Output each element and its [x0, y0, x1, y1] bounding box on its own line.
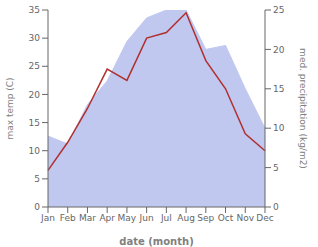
svg-text:30: 30: [29, 33, 41, 43]
svg-text:May: May: [118, 213, 137, 223]
svg-text:Feb: Feb: [60, 213, 76, 223]
svg-text:Jul: Jul: [160, 213, 172, 223]
svg-text:15: 15: [29, 118, 40, 128]
svg-text:20: 20: [29, 90, 41, 100]
svg-text:Apr: Apr: [99, 213, 115, 223]
svg-text:Nov: Nov: [236, 213, 254, 223]
svg-text:35: 35: [29, 5, 40, 15]
svg-text:med. precipitation (kg/m2): med. precipitation (kg/m2): [298, 48, 308, 169]
svg-text:Aug: Aug: [177, 213, 195, 223]
svg-text:25: 25: [29, 61, 40, 71]
svg-text:Jan: Jan: [40, 213, 55, 223]
svg-text:Dec: Dec: [256, 213, 273, 223]
svg-text:Mar: Mar: [79, 213, 96, 223]
svg-text:15: 15: [273, 84, 284, 94]
svg-text:Oct: Oct: [218, 213, 234, 223]
svg-text:max temp (C): max temp (C): [8, 77, 15, 139]
svg-text:date (month): date (month): [119, 236, 193, 247]
svg-text:5: 5: [34, 174, 40, 184]
svg-text:Sep: Sep: [197, 213, 214, 223]
svg-text:Jun: Jun: [139, 213, 154, 223]
svg-text:25: 25: [273, 5, 284, 15]
svg-text:5: 5: [273, 163, 279, 173]
svg-text:20: 20: [273, 45, 285, 55]
svg-text:10: 10: [29, 146, 41, 156]
svg-text:10: 10: [273, 123, 285, 133]
svg-text:0: 0: [273, 202, 279, 212]
svg-text:0: 0: [34, 202, 40, 212]
